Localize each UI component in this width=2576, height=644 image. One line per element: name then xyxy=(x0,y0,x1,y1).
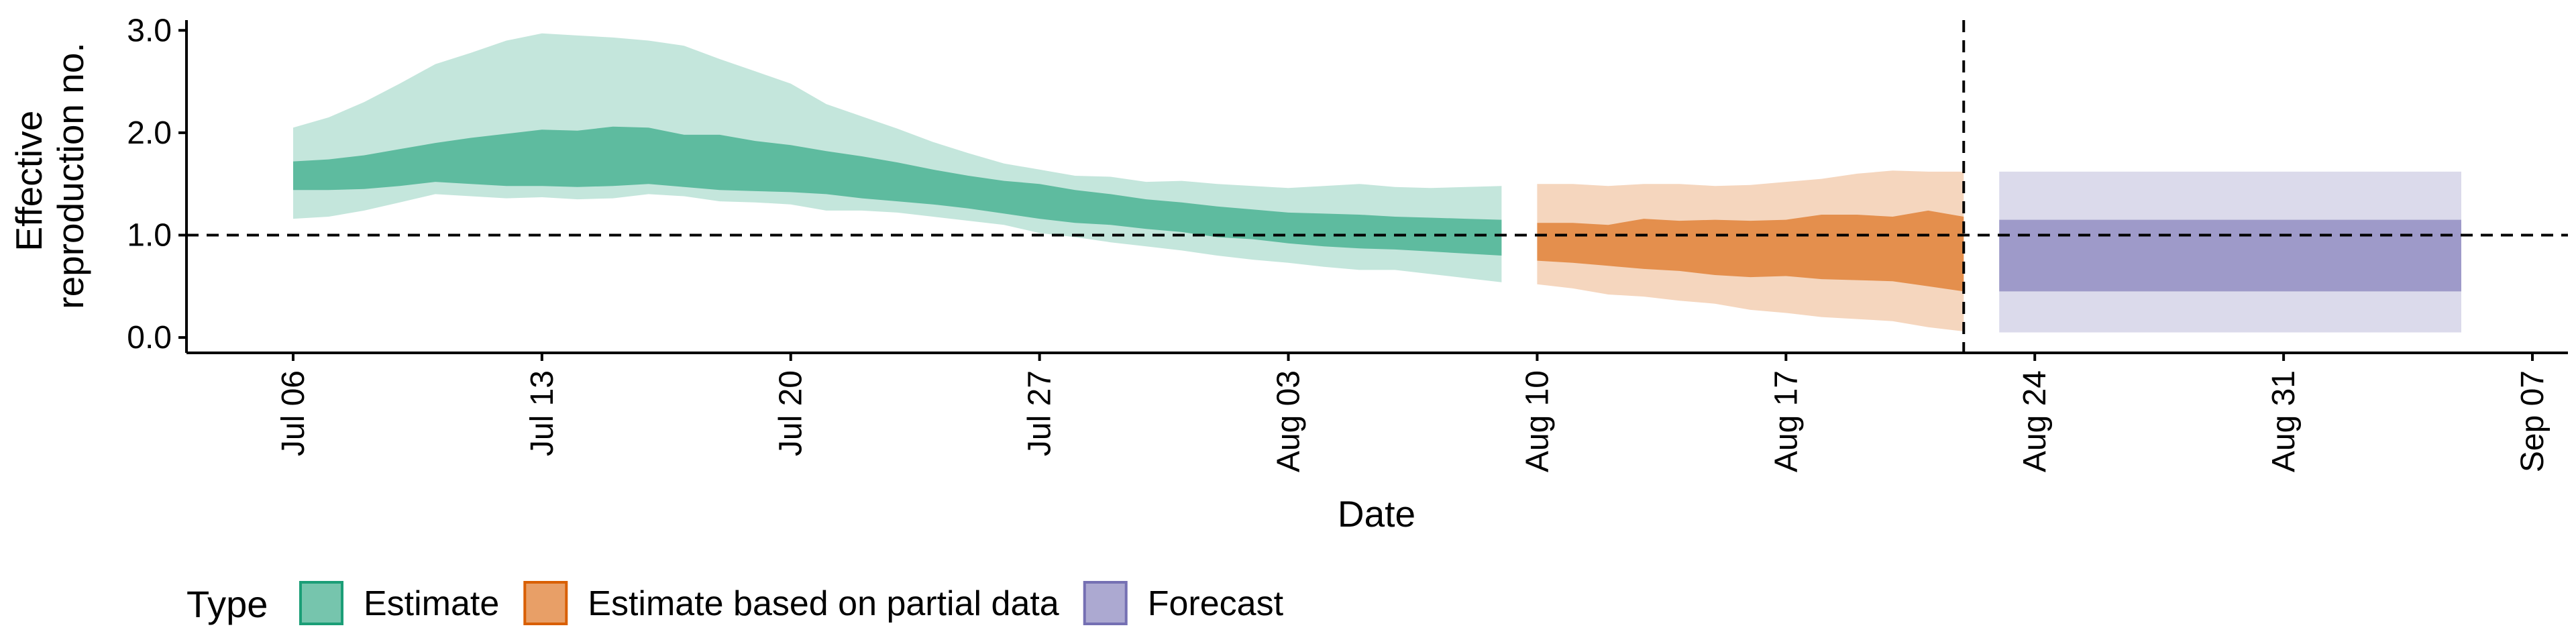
y-tick-label: 2.0 xyxy=(127,115,172,151)
forecast-inner-band xyxy=(1999,219,2461,292)
legend-key-estimate xyxy=(299,581,343,625)
y-tick-label: 0.0 xyxy=(127,320,172,356)
y-tick-label: 1.0 xyxy=(127,217,172,253)
legend: Type Estimate Estimate based on partial d… xyxy=(186,581,1284,625)
y-axis-title: Effective reproduction no. xyxy=(8,42,91,309)
axes: 0.0 1.0 2.0 3.0 Jul 06 Jul 13 Jul 20 Jul 27 Aug… xyxy=(127,13,2568,472)
estimate-based-on-partial-data-inner-band xyxy=(1537,210,1964,292)
x-tick-label: Jul 13 xyxy=(525,370,560,456)
y-axis-ticks: 0.0 1.0 2.0 3.0 xyxy=(127,13,186,356)
y-axis-title-line-2: reproduction no. xyxy=(50,42,91,309)
y-tick-label: 3.0 xyxy=(127,13,172,48)
x-tick-label: Aug 03 xyxy=(1271,370,1307,472)
x-tick-label: Aug 10 xyxy=(1519,370,1555,472)
legend-items: Estimate Estimate based on partial data Fo… xyxy=(299,581,1284,625)
x-tick-label: Aug 17 xyxy=(1768,370,1804,472)
x-tick-label: Aug 31 xyxy=(2266,370,2302,472)
x-axis-title: Date xyxy=(1338,493,1415,535)
legend-label-estimate: Estimate xyxy=(364,584,499,623)
estimate-inner-band xyxy=(293,126,1502,256)
y-axis-title-line-1: Effective xyxy=(8,111,50,252)
plot-area xyxy=(293,33,2461,333)
legend-label-estimate-based-on-partial-data: Estimate based on partial data xyxy=(588,584,1059,623)
x-tick-label: Sep 07 xyxy=(2515,370,2551,472)
legend-label-forecast: Forecast xyxy=(1148,584,1284,623)
legend-title: Type xyxy=(186,583,268,625)
x-tick-label: Aug 24 xyxy=(2017,370,2053,472)
x-tick-label: Jul 06 xyxy=(276,370,311,456)
reference-lines xyxy=(186,20,2568,353)
legend-key-forecast xyxy=(1083,581,1128,625)
x-tick-label: Jul 27 xyxy=(1022,370,1058,456)
x-axis-ticks: Jul 06 Jul 13 Jul 20 Jul 27 Aug 03 Aug 10 Aug … xyxy=(276,353,2551,472)
x-tick-label: Jul 20 xyxy=(773,370,809,456)
legend-key-estimate-based-on-partial-data xyxy=(523,581,568,625)
